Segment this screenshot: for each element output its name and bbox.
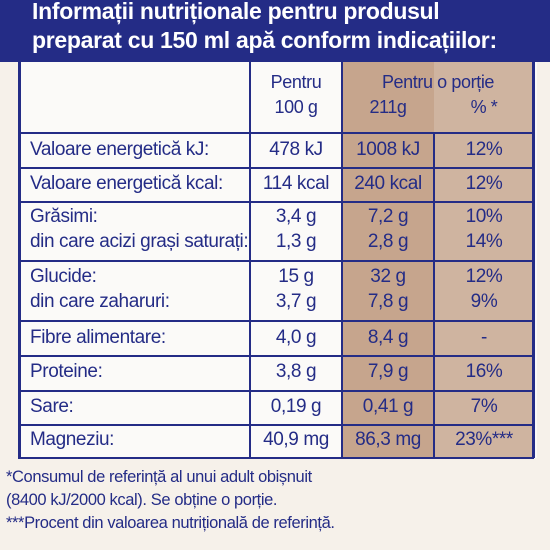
row-label: din care acizi grași saturați:: [30, 231, 249, 252]
footnote-nrv: ***Procent din valoarea nutrițională de …: [6, 514, 335, 532]
row-divider: [18, 201, 534, 203]
row-label: Glucide:: [30, 266, 97, 287]
row-per100: 3,8 g: [275, 361, 317, 382]
row-portion: 7,8 g: [367, 291, 409, 312]
row-divider: [18, 424, 534, 426]
header-portion: Pentru o porție: [381, 72, 495, 92]
row-per100: 1,3 g: [275, 231, 317, 252]
row-per100: 15 g: [278, 266, 314, 287]
footnote-reference-intake: *Consumul de referință al unui adult obi…: [6, 468, 312, 486]
row-label: Proteine:: [30, 361, 103, 382]
row-portion: 0,41 g: [362, 396, 414, 417]
row-percent: -: [481, 327, 487, 348]
title-line-2: preparat cu 150 ml apă conform indicații…: [32, 27, 497, 53]
row-percent: 7%: [470, 396, 498, 417]
row-percent: 23%***: [455, 429, 513, 450]
row-divider: [18, 167, 534, 169]
row-portion: 86,3 mg: [355, 429, 421, 450]
header-per100-bottom: 100 g: [274, 97, 318, 117]
row-label: Fibre alimentare:: [30, 327, 166, 348]
row-label: Valoare energetică kcal:: [30, 173, 223, 194]
row-percent: 12%: [465, 139, 503, 160]
row-divider: [18, 132, 534, 134]
row-label: Valoare energetică kJ:: [30, 139, 209, 160]
row-divider: [18, 390, 534, 392]
row-portion: 7,2 g: [367, 206, 409, 227]
row-percent: 9%: [470, 291, 498, 312]
row-portion: 7,9 g: [367, 361, 409, 382]
row-divider: [18, 355, 534, 357]
row-portion: 2,8 g: [367, 231, 409, 252]
row-percent: 14%: [465, 231, 503, 252]
header-portion-percent: % *: [470, 97, 498, 117]
footnote-portion: (8400 kJ/2000 kcal). Se obține o porție.: [6, 491, 278, 509]
column-divider-3: [433, 132, 435, 458]
row-per100: 4,0 g: [275, 327, 317, 348]
title-banner: Informații nutriționale pentru produsul …: [0, 0, 550, 62]
row-percent: 12%: [465, 173, 503, 194]
row-label: Magneziu:: [30, 429, 115, 450]
row-percent: 10%: [465, 206, 503, 227]
row-percent: 16%: [465, 361, 503, 382]
row-portion: 8,4 g: [367, 327, 409, 348]
row-label: Sare:: [30, 396, 74, 417]
row-divider: [18, 260, 534, 262]
row-divider: [18, 320, 534, 322]
row-portion: 1008 kJ: [356, 139, 420, 160]
row-label: din care zaharuri:: [30, 291, 170, 312]
row-per100: 114 kcal: [262, 173, 330, 194]
row-portion: 32 g: [370, 266, 406, 287]
row-per100: 40,9 mg: [263, 429, 329, 450]
row-per100: 3,7 g: [275, 291, 317, 312]
row-percent: 12%: [465, 266, 503, 287]
header-per100-top: Pentru: [270, 72, 322, 92]
row-portion: 240 kcal: [354, 173, 422, 194]
row-per100: 0,19 g: [270, 396, 322, 417]
row-per100: 3,4 g: [275, 206, 317, 227]
header-portion-grams: 211g: [369, 97, 407, 117]
row-label: Grăsimi:: [30, 206, 98, 227]
title-line-1: Informații nutriționale pentru produsul: [32, 0, 440, 24]
row-divider: [18, 457, 534, 459]
row-per100: 478 kJ: [269, 139, 323, 160]
